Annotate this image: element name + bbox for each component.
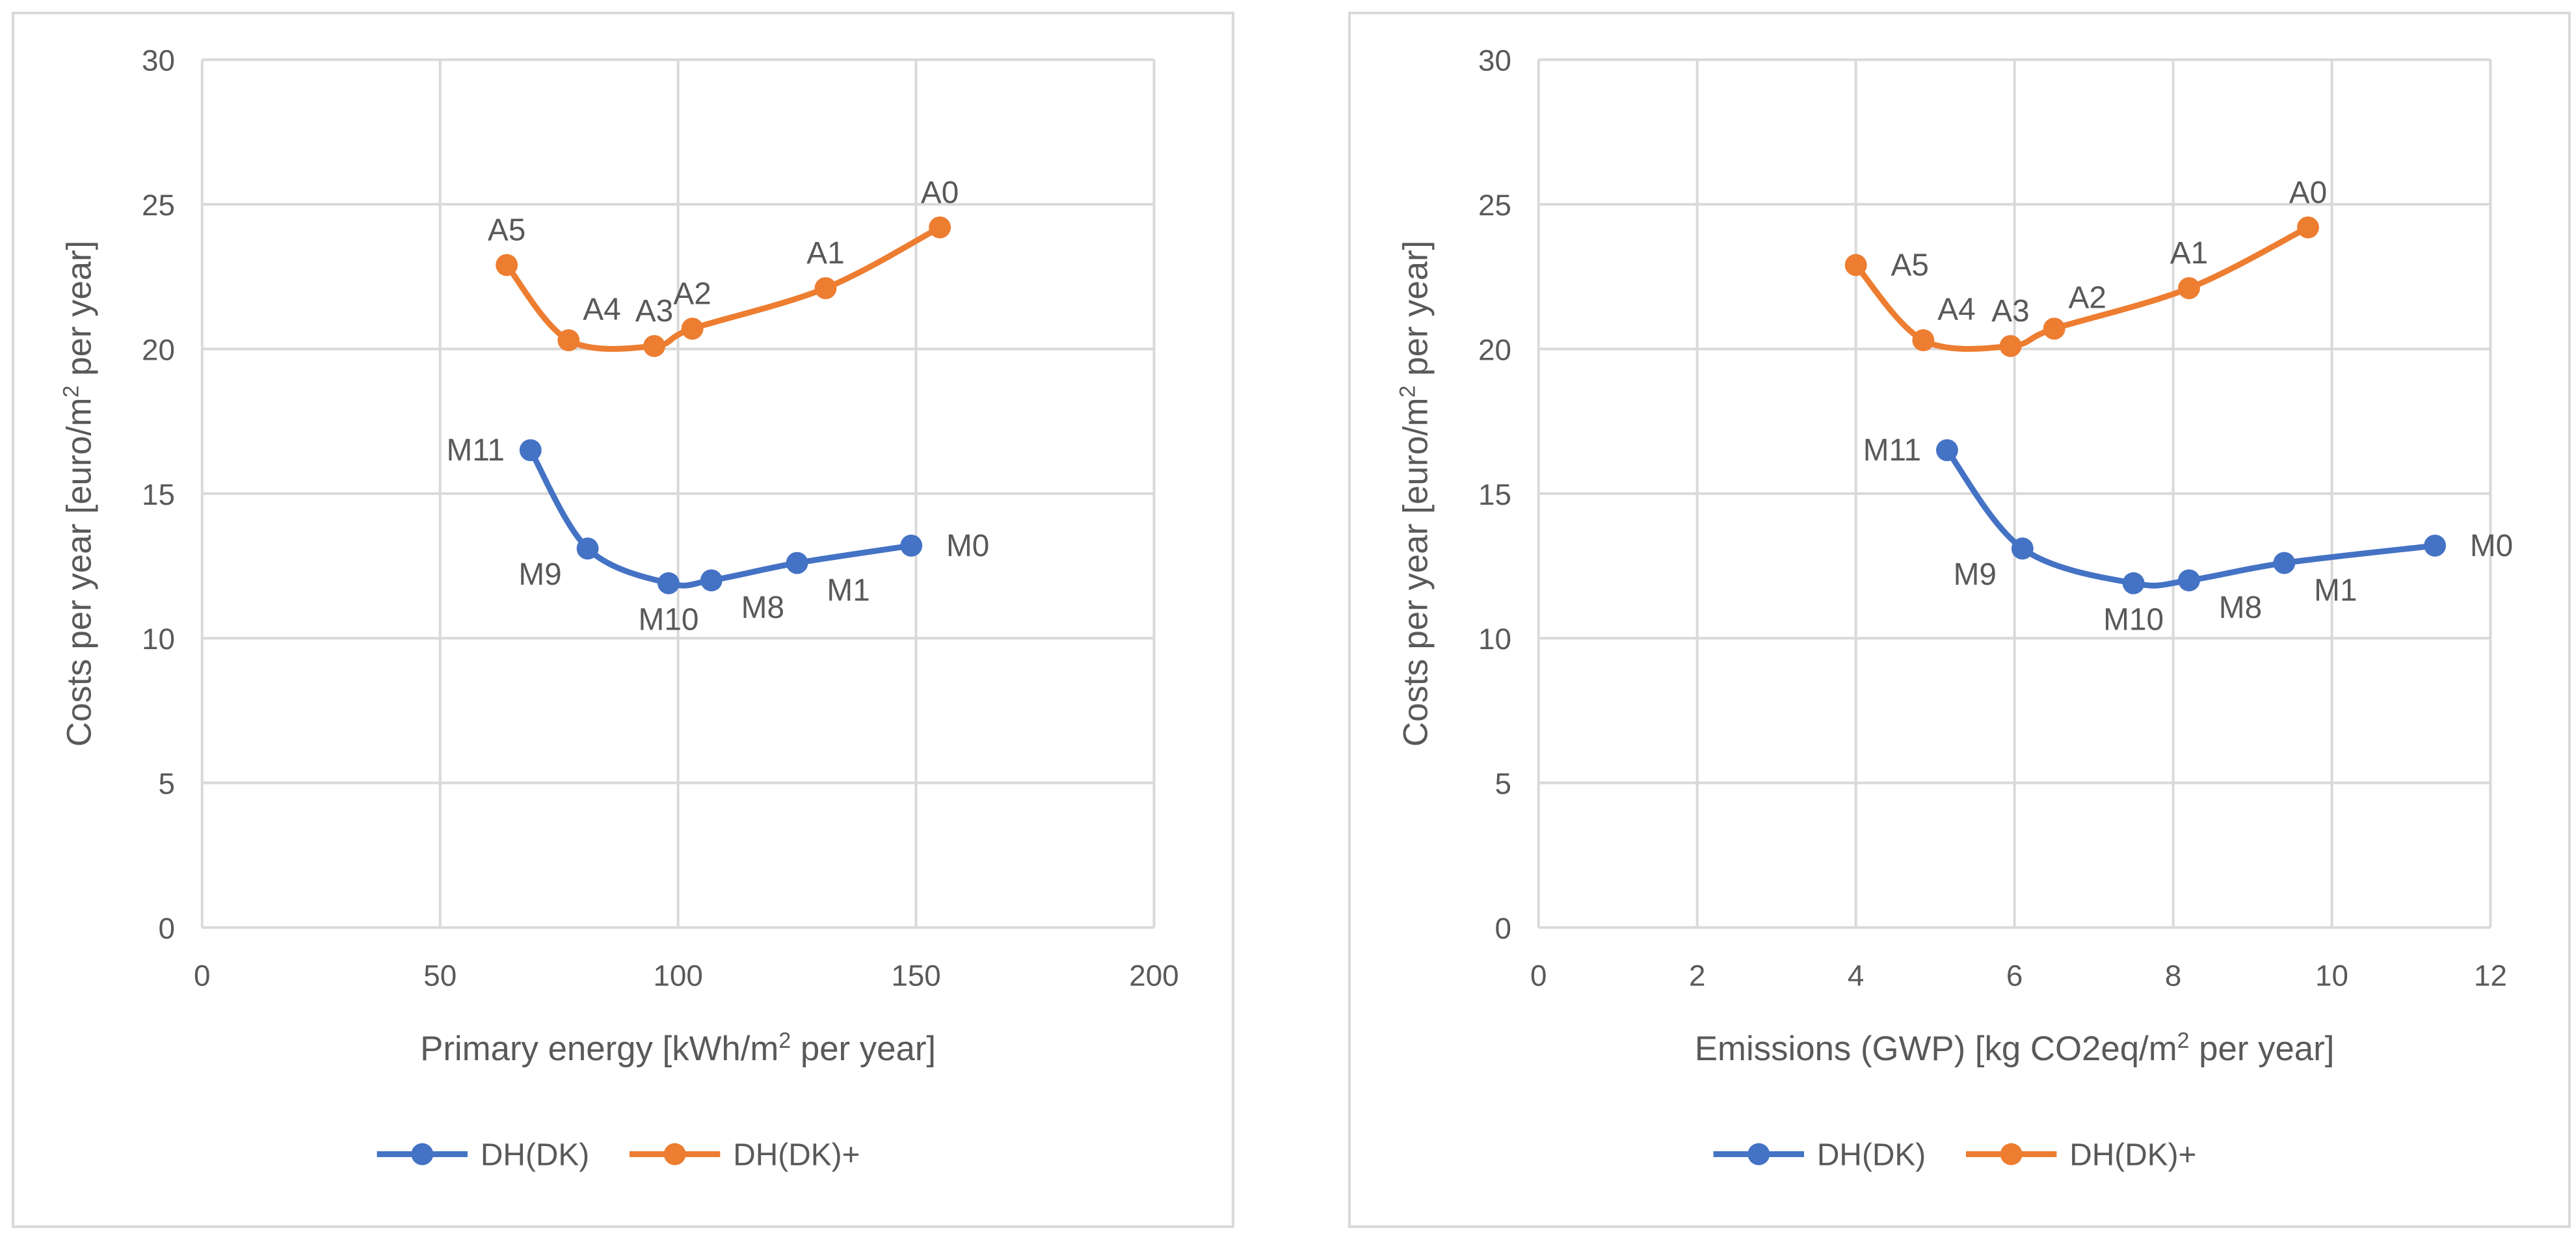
series-line-dh-dk bbox=[1945, 448, 2436, 589]
y-tick-label: 20 bbox=[1478, 333, 1511, 366]
data-label-a1: A1 bbox=[806, 236, 844, 271]
y-tick-label: 5 bbox=[158, 767, 174, 801]
y-tick-label: 0 bbox=[1494, 912, 1511, 945]
y-tick-label: 30 bbox=[1478, 44, 1511, 77]
x-tick-label: 50 bbox=[423, 959, 457, 993]
data-label-m10: M10 bbox=[639, 602, 699, 637]
data-label-a5: A5 bbox=[1891, 248, 1928, 282]
x-tick-label: 4 bbox=[1848, 959, 1864, 993]
y-axis-title: Costs per year [euro/m2 per year] bbox=[59, 241, 99, 747]
data-point-a2 bbox=[2043, 317, 2065, 340]
x-axis-title: Emissions (GWP) [kg CO2eq/m2 per year] bbox=[1695, 1028, 2335, 1068]
chart-panel-emissions: 0 2 4 6 8 10 12 0 5 10 15 20 25 30 Emissions (GWP) [kg… bbox=[1348, 12, 2571, 1228]
legend-label-dh-dk-plus: DH(DK)+ bbox=[2069, 1138, 2196, 1172]
data-point-m1 bbox=[2273, 552, 2296, 574]
data-point-a3 bbox=[1999, 335, 2022, 357]
data-point-m9 bbox=[2011, 537, 2034, 560]
data-label-m1: M1 bbox=[827, 573, 870, 607]
legend-marker bbox=[2000, 1143, 2023, 1166]
data-point-a1 bbox=[2178, 277, 2200, 299]
data-label-m9: M9 bbox=[1954, 557, 1997, 592]
data-point-m9 bbox=[576, 537, 599, 560]
data-label-a0: A0 bbox=[921, 176, 959, 210]
data-label-m1: M1 bbox=[2314, 573, 2357, 607]
data-label-m11: M11 bbox=[1863, 433, 1921, 468]
data-point-a5 bbox=[496, 254, 518, 276]
x-tick-label: 8 bbox=[2165, 959, 2181, 993]
data-label-a3: A3 bbox=[1991, 294, 2029, 328]
data-label-a5: A5 bbox=[488, 213, 525, 248]
legend-marker bbox=[1747, 1143, 1770, 1166]
x-tick-label: 0 bbox=[1530, 959, 1547, 993]
data-point-a2 bbox=[681, 317, 704, 340]
x-tick-label: 6 bbox=[2006, 959, 2023, 993]
data-point-m10 bbox=[657, 572, 680, 594]
data-point-m0 bbox=[2424, 534, 2447, 557]
data-label-m8: M8 bbox=[2219, 591, 2262, 625]
data-point-a0 bbox=[929, 216, 951, 239]
data-point-a1 bbox=[814, 277, 837, 299]
data-label-m0: M0 bbox=[2470, 529, 2513, 563]
x-tick-label: 2 bbox=[1689, 959, 1705, 993]
x-tick-label: 0 bbox=[194, 959, 210, 993]
x-tick-label: 10 bbox=[2315, 959, 2348, 993]
chart-primary-energy: 0 50 100 150 200 0 5 10 15 20 25 30 Primary energy [… bbox=[59, 44, 1179, 1173]
x-tick-label: 150 bbox=[891, 959, 940, 993]
data-label-a4: A4 bbox=[1937, 292, 1975, 327]
data-point-m8 bbox=[700, 569, 723, 592]
y-tick-label: 5 bbox=[1494, 767, 1511, 801]
legend-label-dh-dk: DH(DK) bbox=[1817, 1138, 1926, 1172]
y-tick-label: 25 bbox=[142, 189, 175, 222]
data-label-a1: A1 bbox=[2170, 236, 2208, 271]
data-point-a0 bbox=[2297, 216, 2319, 239]
legend-marker bbox=[411, 1143, 434, 1166]
legend-marker bbox=[663, 1143, 686, 1166]
y-tick-label: 10 bbox=[142, 622, 175, 656]
legend-label-dh-dk-plus: DH(DK)+ bbox=[733, 1138, 860, 1172]
x-axis-title: Primary energy [kWh/m2 per year] bbox=[420, 1028, 936, 1068]
x-tick-label: 100 bbox=[653, 959, 702, 993]
data-label-a2: A2 bbox=[673, 276, 711, 311]
data-point-a4 bbox=[1912, 329, 1935, 352]
series-line-dh-dk bbox=[527, 448, 912, 589]
data-point-m11 bbox=[519, 439, 542, 462]
y-tick-label: 20 bbox=[142, 333, 175, 366]
data-label-a2: A2 bbox=[2069, 280, 2106, 315]
chart-emissions: 0 2 4 6 8 10 12 0 5 10 15 20 25 30 Emissions (GWP) [kg… bbox=[1396, 44, 2514, 1173]
y-axis-title: Costs per year [euro/m2 per year] bbox=[1396, 241, 1435, 747]
data-point-m11 bbox=[1936, 439, 1958, 462]
data-point-m8 bbox=[2178, 569, 2200, 592]
y-tick-label: 30 bbox=[142, 44, 175, 77]
y-tick-label: 10 bbox=[1478, 622, 1511, 656]
data-label-m8: M8 bbox=[741, 591, 784, 625]
data-point-a5 bbox=[1844, 254, 1867, 276]
x-tick-label: 12 bbox=[2474, 959, 2507, 993]
data-label-m11: M11 bbox=[447, 433, 505, 468]
data-label-a4: A4 bbox=[583, 292, 620, 327]
data-point-a3 bbox=[643, 335, 665, 357]
data-point-m10 bbox=[2122, 572, 2145, 594]
data-label-a0: A0 bbox=[2289, 176, 2327, 210]
data-point-a4 bbox=[557, 329, 580, 352]
chart-panel-primary-energy: 0 50 100 150 200 0 5 10 15 20 25 30 Primary energy [… bbox=[12, 12, 1234, 1228]
data-point-m0 bbox=[900, 534, 923, 557]
x-tick-label: 200 bbox=[1129, 959, 1178, 993]
y-tick-label: 25 bbox=[1478, 189, 1511, 222]
legend-label-dh-dk: DH(DK) bbox=[481, 1138, 589, 1172]
y-tick-label: 0 bbox=[158, 912, 174, 945]
data-point-m1 bbox=[786, 552, 808, 574]
data-label-m0: M0 bbox=[946, 529, 989, 563]
data-label-m9: M9 bbox=[518, 557, 561, 592]
y-tick-label: 15 bbox=[142, 478, 175, 511]
data-label-m10: M10 bbox=[2103, 602, 2164, 637]
y-tick-label: 15 bbox=[1478, 478, 1511, 511]
data-label-a3: A3 bbox=[635, 294, 673, 328]
